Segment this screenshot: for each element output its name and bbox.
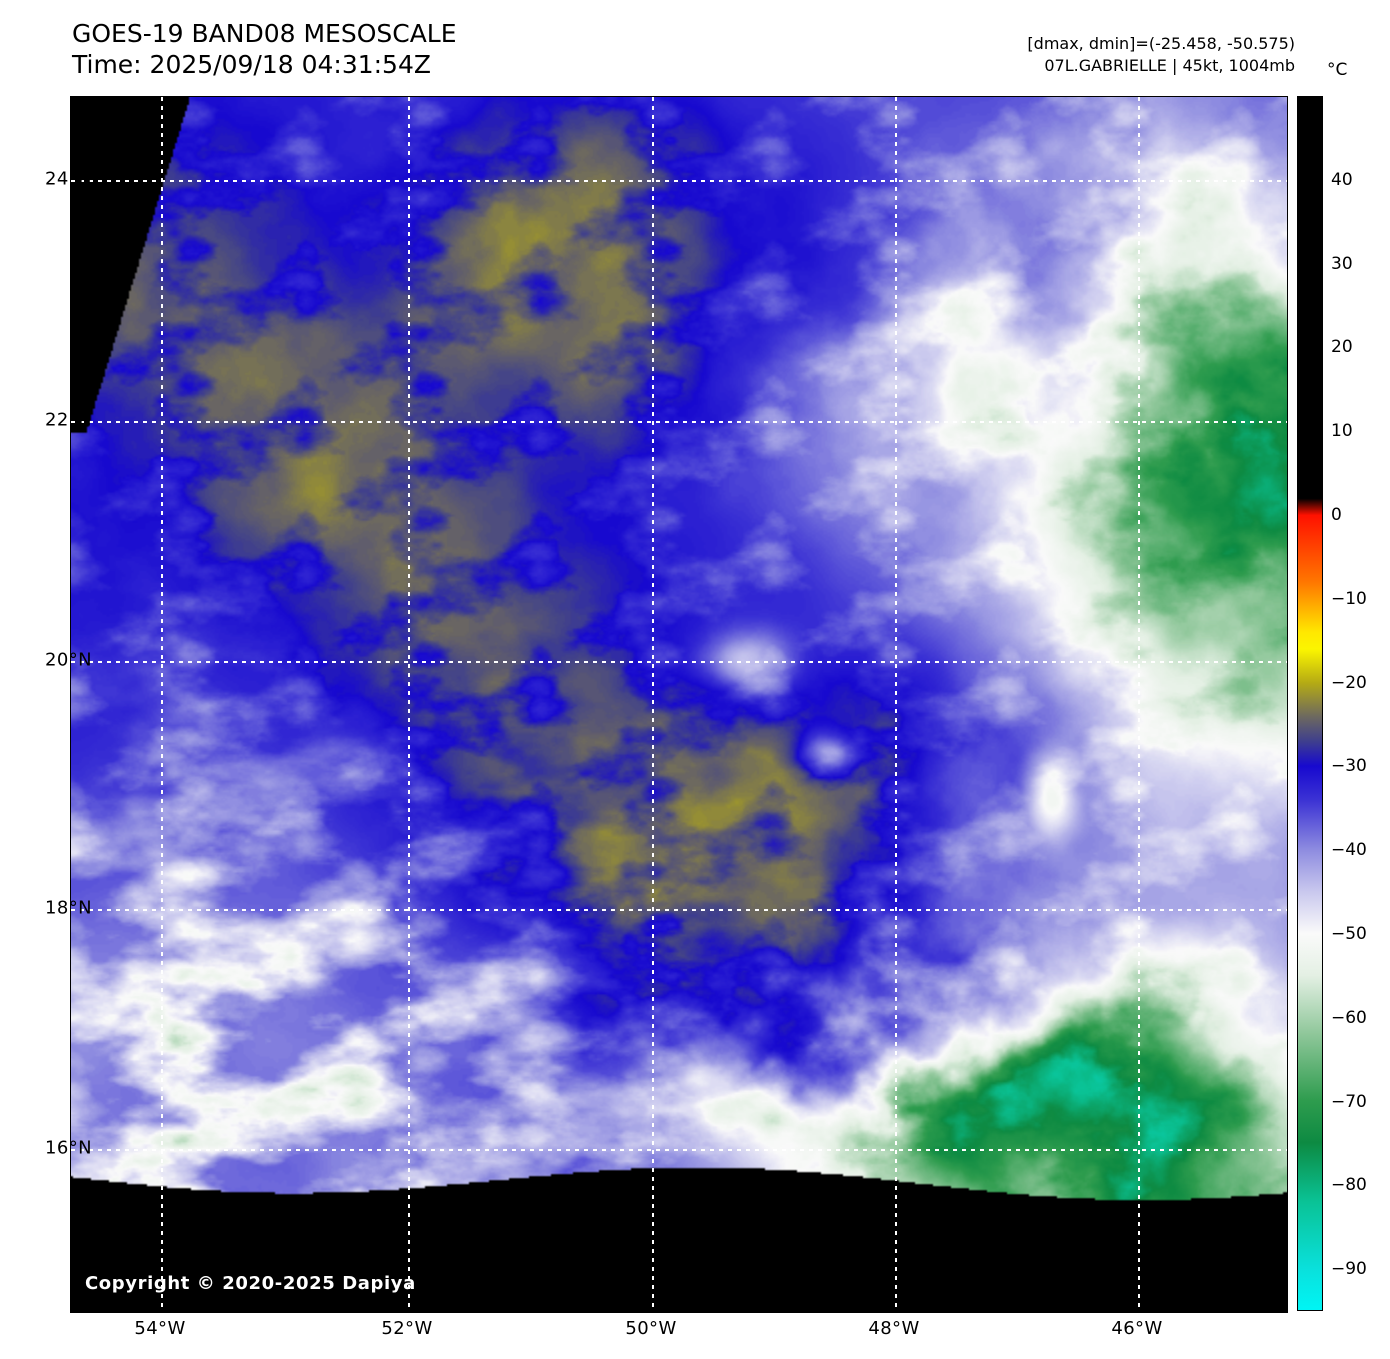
colorbar-tick-label: −60	[1331, 1007, 1367, 1028]
y-axis-tick-label: 18°N	[45, 897, 92, 919]
colorbar-tick-label: 10	[1331, 421, 1353, 442]
colorbar-tick-label: −50	[1331, 923, 1367, 944]
copyright-label: Copyright © 2020-2025 Dapiya	[85, 1273, 416, 1294]
x-axis-tick-label: 50°W	[625, 1318, 677, 1339]
colorbar-tick-label: 0	[1331, 505, 1342, 525]
colorbar-tick-label: 20	[1331, 337, 1353, 358]
satellite-imagery-canvas	[71, 97, 1287, 1312]
colorbar-tick-label: −40	[1331, 840, 1367, 861]
colorbar-gradient	[1298, 97, 1322, 1310]
gridline-vertical	[161, 97, 163, 1312]
y-axis-tick-label: 24°N	[45, 168, 92, 190]
gridline-horizontal	[71, 661, 1287, 663]
timestamp: Time: 2025/09/18 04:31:54Z	[72, 50, 431, 79]
satellite-image-plot[interactable]: Copyright © 2020-2025 Dapiya	[70, 96, 1288, 1313]
gridline-vertical	[652, 97, 654, 1312]
x-axis-tick-label: 52°W	[381, 1318, 433, 1339]
title-block: GOES-19 BAND08 MESOSCALE Time: 2025/09/1…	[72, 18, 457, 80]
colorbar-unit-label: °C	[1327, 60, 1348, 80]
dmax-dmin-label: [dmax, dmin]=(-25.458, -50.575)	[1027, 34, 1295, 53]
x-axis-tick-label: 46°W	[1111, 1318, 1163, 1339]
colorbar-tick-label: −20	[1331, 672, 1367, 693]
colorbar-tick-label: −30	[1331, 756, 1367, 777]
gridline-horizontal	[71, 909, 1287, 911]
colorbar-tick-label: 40	[1331, 169, 1353, 190]
colorbar-tick-label: −10	[1331, 588, 1367, 609]
gridline-horizontal	[71, 1149, 1287, 1151]
gridline-vertical	[1138, 97, 1140, 1312]
storm-info-label: 07L.GABRIELLE | 45kt, 1004mb	[1044, 56, 1295, 75]
x-axis-tick-label: 48°W	[868, 1318, 920, 1339]
page-title: GOES-19 BAND08 MESOSCALE	[72, 19, 457, 48]
metadata-block: [dmax, dmin]=(-25.458, -50.575) 07L.GABR…	[1027, 33, 1295, 77]
gridline-horizontal	[71, 180, 1287, 182]
colorbar-tick-label: −90	[1331, 1259, 1367, 1280]
colorbar[interactable]	[1297, 96, 1323, 1311]
colorbar-tick-label: 30	[1331, 253, 1353, 274]
gridline-vertical	[408, 97, 410, 1312]
y-axis-tick-label: 16°N	[45, 1137, 92, 1159]
gridline-horizontal	[71, 421, 1287, 423]
y-axis-tick-label: 20°N	[45, 649, 92, 671]
y-axis-tick-label: 22°N	[45, 409, 92, 431]
colorbar-tick-label: −80	[1331, 1175, 1367, 1196]
gridline-vertical	[895, 97, 897, 1312]
x-axis-tick-label: 54°W	[134, 1318, 186, 1339]
colorbar-tick-label: −70	[1331, 1091, 1367, 1112]
